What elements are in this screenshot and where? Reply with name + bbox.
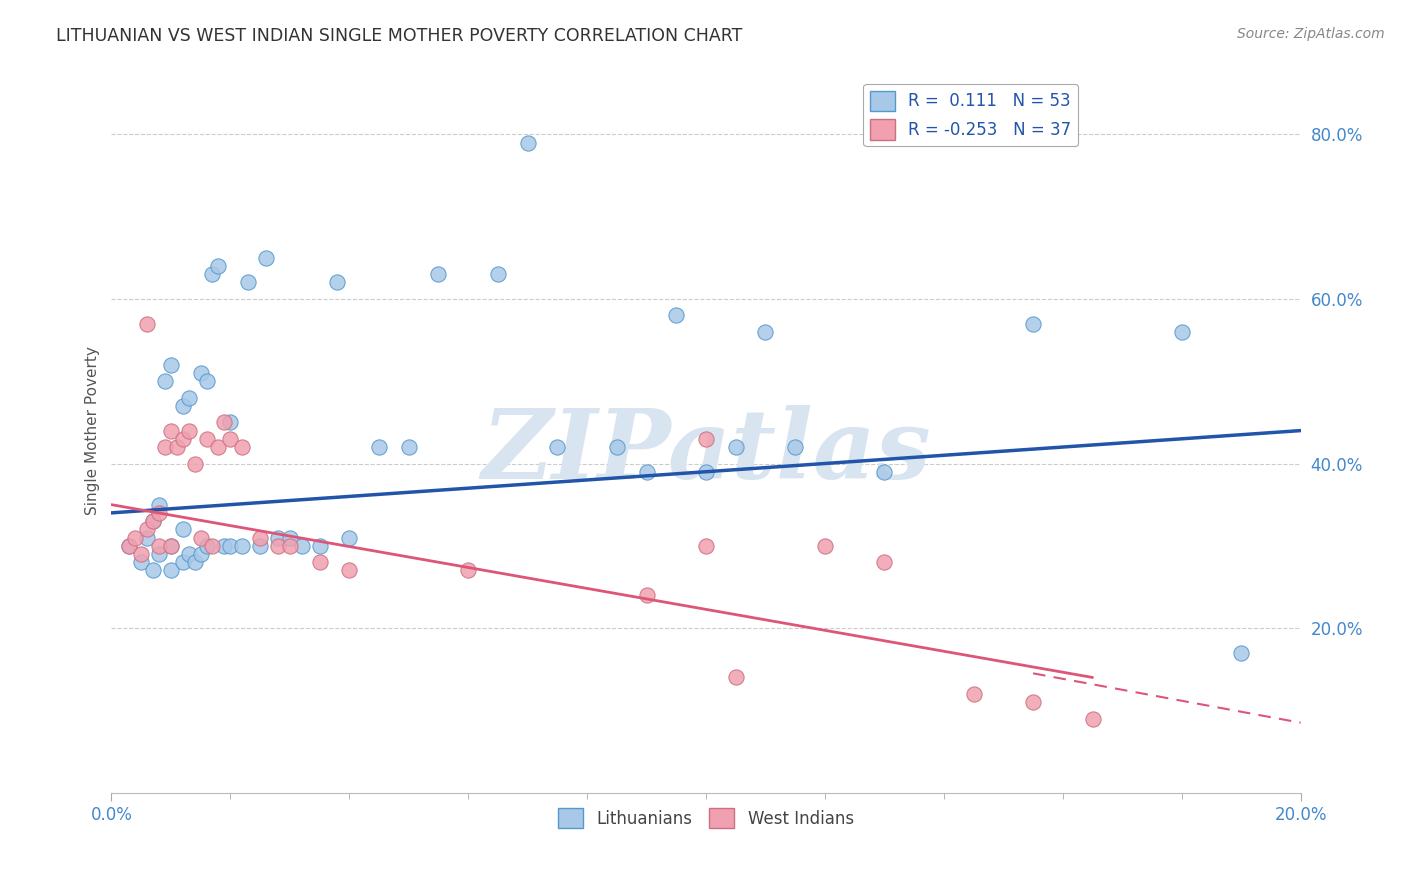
Point	[486, 267, 509, 281]
Point	[172, 399, 194, 413]
Point	[172, 555, 194, 569]
Point	[1230, 646, 1253, 660]
Text: ZIPatlas: ZIPatlas	[481, 405, 931, 500]
Point	[142, 564, 165, 578]
Point	[201, 539, 224, 553]
Point	[129, 555, 152, 569]
Point	[516, 136, 538, 150]
Point	[190, 531, 212, 545]
Point	[214, 539, 236, 553]
Point	[398, 440, 420, 454]
Point	[231, 539, 253, 553]
Point	[148, 498, 170, 512]
Point	[278, 539, 301, 553]
Point	[160, 424, 183, 438]
Point	[238, 276, 260, 290]
Point	[136, 531, 159, 545]
Point	[148, 539, 170, 553]
Point	[136, 522, 159, 536]
Text: Source: ZipAtlas.com: Source: ZipAtlas.com	[1237, 27, 1385, 41]
Point	[190, 366, 212, 380]
Point	[546, 440, 568, 454]
Point	[219, 539, 242, 553]
Point	[665, 309, 688, 323]
Point	[695, 465, 717, 479]
Point	[207, 259, 229, 273]
Point	[1022, 695, 1045, 709]
Point	[136, 317, 159, 331]
Point	[337, 531, 360, 545]
Point	[457, 564, 479, 578]
Point	[326, 276, 349, 290]
Point	[785, 440, 807, 454]
Point	[873, 465, 896, 479]
Point	[636, 588, 658, 602]
Point	[160, 539, 183, 553]
Text: LITHUANIAN VS WEST INDIAN SINGLE MOTHER POVERTY CORRELATION CHART: LITHUANIAN VS WEST INDIAN SINGLE MOTHER …	[56, 27, 742, 45]
Legend: Lithuanians, West Indians: Lithuanians, West Indians	[551, 801, 860, 835]
Point	[183, 457, 205, 471]
Point	[124, 531, 146, 545]
Point	[172, 432, 194, 446]
Point	[183, 555, 205, 569]
Point	[118, 539, 141, 553]
Point	[201, 267, 224, 281]
Point	[153, 440, 176, 454]
Point	[754, 325, 776, 339]
Point	[724, 440, 747, 454]
Point	[148, 547, 170, 561]
Point	[160, 358, 183, 372]
Point	[195, 374, 218, 388]
Point	[177, 547, 200, 561]
Point	[219, 432, 242, 446]
Point	[207, 440, 229, 454]
Point	[724, 670, 747, 684]
Point	[308, 555, 330, 569]
Point	[177, 424, 200, 438]
Point	[195, 432, 218, 446]
Point	[962, 687, 984, 701]
Point	[254, 251, 277, 265]
Point	[873, 555, 896, 569]
Point	[695, 539, 717, 553]
Point	[308, 539, 330, 553]
Point	[249, 531, 271, 545]
Point	[1022, 317, 1045, 331]
Point	[1170, 325, 1192, 339]
Point	[249, 539, 271, 553]
Point	[214, 415, 236, 429]
Point	[267, 539, 290, 553]
Point	[129, 547, 152, 561]
Point	[177, 391, 200, 405]
Point	[118, 539, 141, 553]
Point	[153, 374, 176, 388]
Point	[160, 564, 183, 578]
Point	[278, 531, 301, 545]
Point	[291, 539, 314, 553]
Point	[195, 539, 218, 553]
Point	[606, 440, 628, 454]
Point	[190, 547, 212, 561]
Point	[695, 432, 717, 446]
Point	[172, 522, 194, 536]
Point	[267, 531, 290, 545]
Point	[219, 415, 242, 429]
Y-axis label: Single Mother Poverty: Single Mother Poverty	[86, 346, 100, 515]
Point	[160, 539, 183, 553]
Point	[148, 506, 170, 520]
Point	[1081, 712, 1104, 726]
Point	[337, 564, 360, 578]
Point	[142, 514, 165, 528]
Point	[814, 539, 837, 553]
Point	[427, 267, 450, 281]
Point	[142, 514, 165, 528]
Point	[166, 440, 188, 454]
Point	[231, 440, 253, 454]
Point	[636, 465, 658, 479]
Point	[368, 440, 391, 454]
